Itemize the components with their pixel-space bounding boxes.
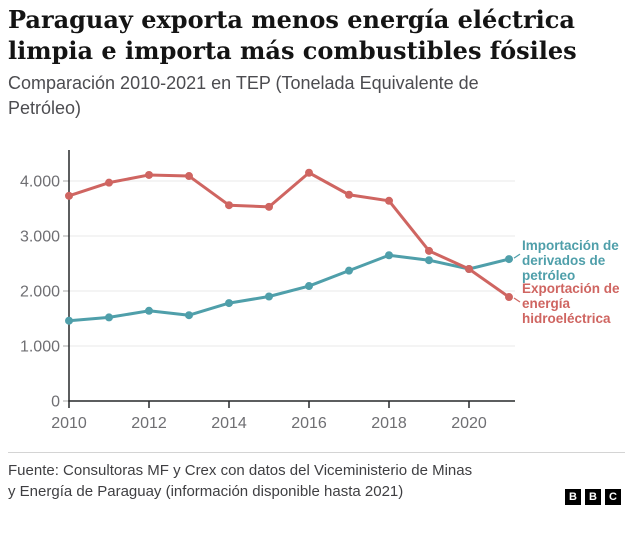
x-tick-label: 2012 [131, 415, 167, 432]
export-data-point [225, 201, 233, 210]
y-tick-label: 1.000 [20, 339, 60, 356]
page-title: Paraguay exporta menos energía eléctrica… [8, 5, 577, 65]
export-legend-connector [513, 297, 521, 303]
x-tick-label: 2018 [371, 415, 407, 432]
y-tick-label: 4.000 [20, 174, 60, 191]
import-data-point [385, 251, 393, 260]
export-data-point [185, 172, 193, 181]
export-data-point [105, 178, 113, 187]
export-data-point [145, 170, 153, 179]
footer-source: Fuente: Consultoras MF y Crex con datos … [8, 462, 473, 500]
import-legend-connector [513, 253, 521, 259]
legend-import-label: Importación de derivados de petróleo [522, 238, 619, 283]
export-data-point [345, 190, 353, 199]
import-data-point [345, 266, 353, 275]
import-data-point [305, 282, 313, 291]
import-data-point [505, 255, 513, 264]
bbc-logo-letter: B [585, 489, 601, 505]
import-line [67, 253, 511, 323]
footer-divider [8, 452, 625, 453]
y-tick-label: 3.000 [20, 229, 60, 246]
import-data-point [145, 306, 153, 315]
page-subtitle: Comparación 2010-2021 en TEP (Tonelada E… [8, 73, 479, 118]
export-data-point [505, 293, 513, 302]
legend-export-label: Exportación de energía hidroeléctrica [522, 281, 620, 326]
import-data-point [265, 292, 273, 301]
export-data-point [385, 196, 393, 205]
y-tick-label: 2.000 [20, 284, 60, 301]
import-data-point [105, 313, 113, 322]
export-data-point [465, 265, 473, 273]
x-tick-label: 2014 [211, 415, 247, 432]
bbc-logo-letter: C [605, 489, 621, 505]
import-data-point [225, 299, 233, 308]
export-data-point [265, 202, 273, 211]
import-data-point [185, 311, 193, 320]
import-data-point [425, 256, 433, 265]
x-tick-label: 2020 [451, 415, 487, 432]
export-data-point [305, 168, 313, 177]
bbc-logo-letter: B [565, 489, 581, 505]
x-tick-label: 2010 [51, 415, 87, 432]
export-data-point [425, 246, 433, 255]
import-data-point [65, 316, 73, 325]
x-tick-label: 2016 [291, 415, 327, 432]
bbc-logo: B B C [565, 489, 621, 505]
export-line [67, 171, 511, 299]
line-chart: 0 1.000 2.000 3.000 4.000 2010 2012 2014 2016 201… [20, 150, 521, 432]
y-tick-label: 0 [51, 394, 60, 411]
export-data-point [65, 191, 73, 200]
